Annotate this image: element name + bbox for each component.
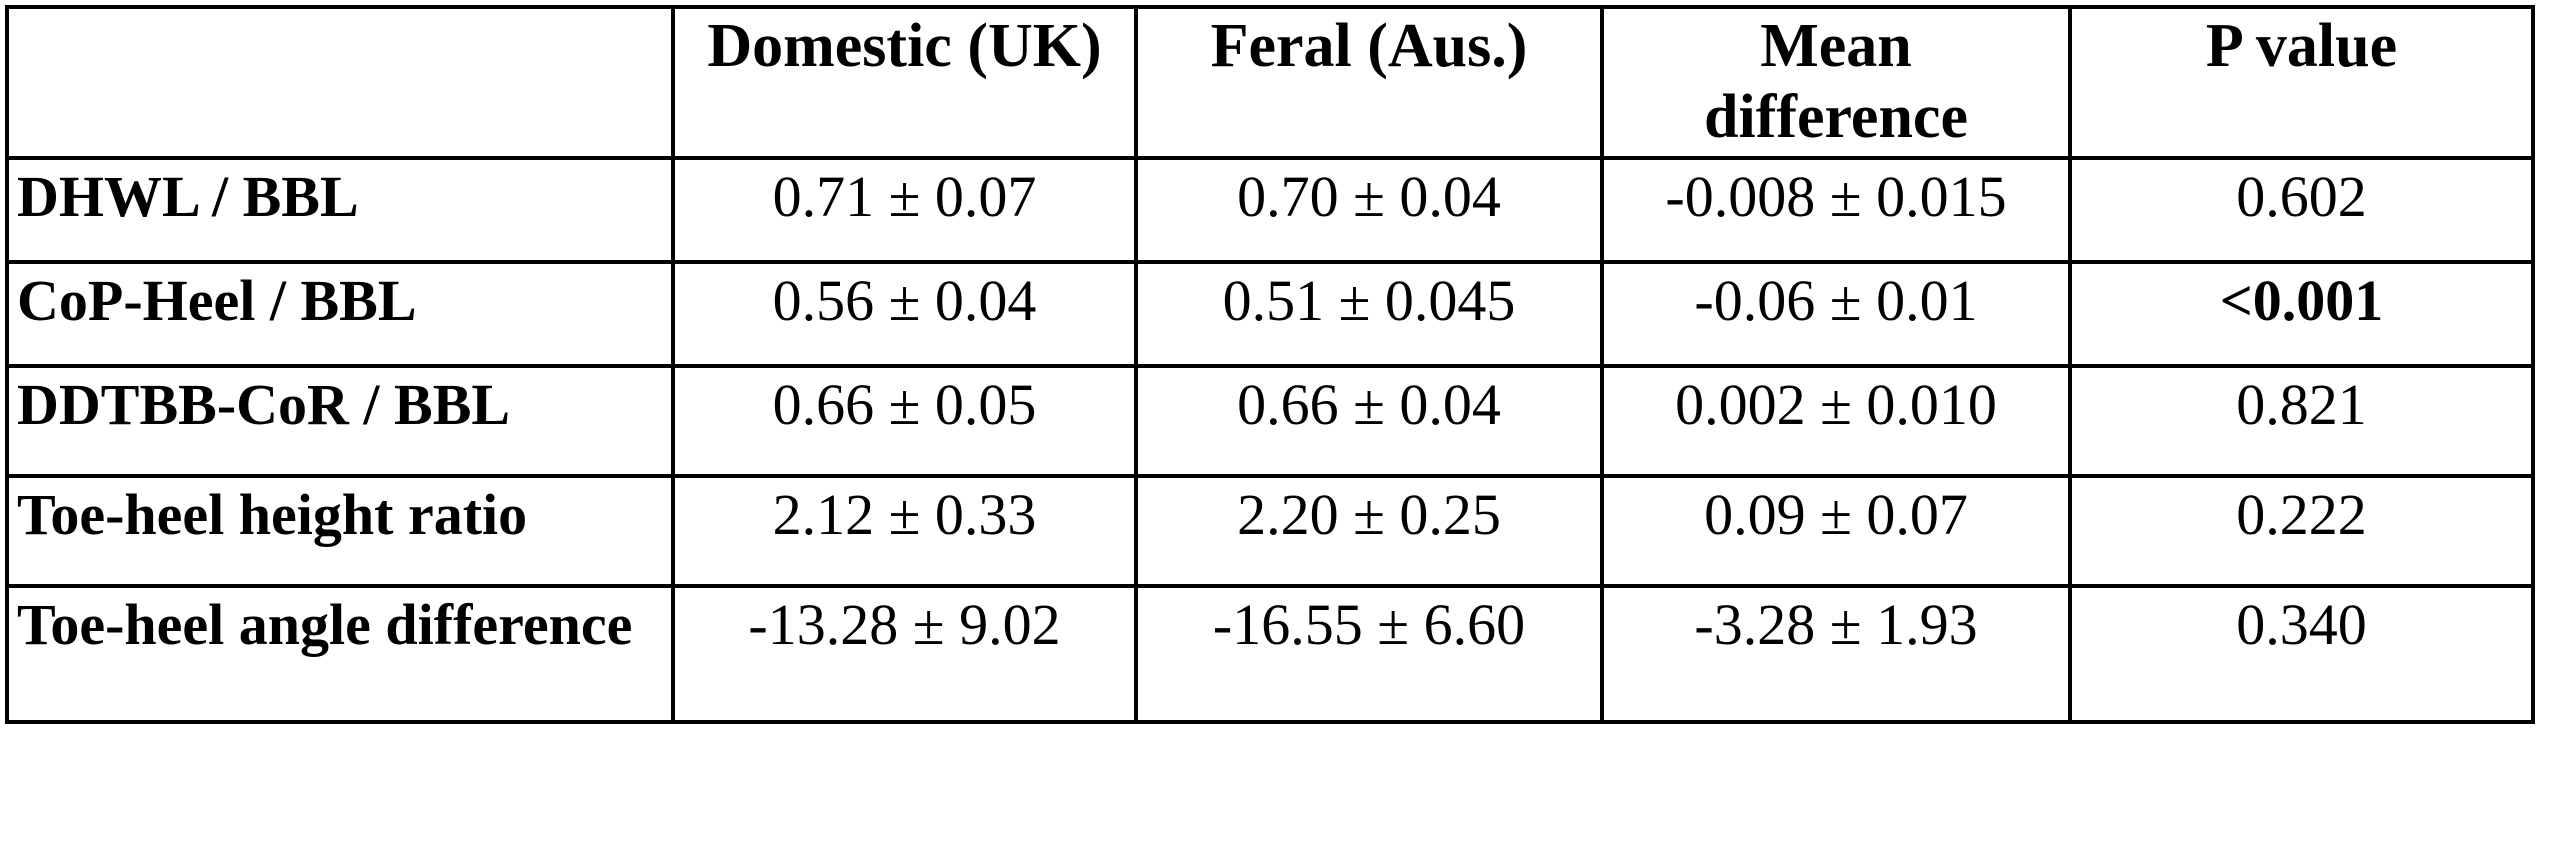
header-feral-aus: Feral (Aus.)	[1134, 4, 1604, 161]
header-p-value: P value	[2068, 4, 2535, 161]
header-mean-difference: Mean difference	[1600, 4, 2072, 161]
header-row: Domestic (UK) Feral (Aus.) Mean differen…	[5, 4, 2535, 161]
header-domestic-uk: Domestic (UK)	[671, 4, 1138, 161]
cop-heel-bbl-mean-difference-value: -0.06 ± 0.01	[1600, 260, 2072, 369]
toe-heel-height-ratio-domestic-value: 2.12 ± 0.33	[671, 474, 1138, 589]
dhwl-bbl-domestic-value: 0.71 ± 0.07	[671, 156, 1138, 265]
ddtbb-cor-bbl-mean-difference-value: 0.002 ± 0.010	[1600, 364, 2072, 479]
row-label-cop-heel-bbl: CoP-Heel / BBL	[5, 260, 675, 369]
ddtbb-cor-bbl-p-value: 0.821	[2068, 364, 2535, 479]
table-row: DDTBB-CoR / BBL 0.66 ± 0.05 0.66 ± 0.04 …	[5, 364, 2535, 479]
dhwl-bbl-mean-difference-value: -0.008 ± 0.015	[1600, 156, 2072, 265]
toe-heel-angle-difference-mean-difference-value: -3.28 ± 1.93	[1600, 584, 2072, 725]
ddtbb-cor-bbl-feral-value: 0.66 ± 0.04	[1134, 364, 1604, 479]
table-row: Toe-heel angle difference -13.28 ± 9.02 …	[5, 584, 2535, 725]
toe-heel-height-ratio-mean-difference-value: 0.09 ± 0.07	[1600, 474, 2072, 589]
toe-heel-angle-difference-feral-value: -16.55 ± 6.60	[1134, 584, 1604, 725]
dhwl-bbl-feral-value: 0.70 ± 0.04	[1134, 156, 1604, 265]
toe-heel-angle-difference-domestic-value: -13.28 ± 9.02	[671, 584, 1138, 725]
dhwl-bbl-p-value: 0.602	[2068, 156, 2535, 265]
cop-heel-bbl-domestic-value: 0.56 ± 0.04	[671, 260, 1138, 369]
ddtbb-cor-bbl-domestic-value: 0.66 ± 0.05	[671, 364, 1138, 479]
toe-heel-height-ratio-p-value: 0.222	[2068, 474, 2535, 589]
results-table: Domestic (UK) Feral (Aus.) Mean differen…	[5, 4, 2535, 725]
table-row: Toe-heel height ratio 2.12 ± 0.33 2.20 ±…	[5, 474, 2535, 589]
table-row: DHWL / BBL 0.71 ± 0.07 0.70 ± 0.04 -0.00…	[5, 156, 2535, 265]
table-row: CoP-Heel / BBL 0.56 ± 0.04 0.51 ± 0.045 …	[5, 260, 2535, 369]
row-label-toe-heel-height-ratio: Toe-heel height ratio	[5, 474, 675, 589]
cop-heel-bbl-feral-value: 0.51 ± 0.045	[1134, 260, 1604, 369]
cop-heel-bbl-p-value-significant: <0.001	[2068, 260, 2535, 369]
toe-heel-height-ratio-feral-value: 2.20 ± 0.25	[1134, 474, 1604, 589]
row-label-dhwl-bbl: DHWL / BBL	[5, 156, 675, 265]
row-label-ddtbb-cor-bbl: DDTBB-CoR / BBL	[5, 364, 675, 479]
row-label-toe-heel-angle-difference: Toe-heel angle difference	[5, 584, 675, 725]
header-empty	[5, 4, 675, 161]
toe-heel-angle-difference-p-value: 0.340	[2068, 584, 2535, 725]
